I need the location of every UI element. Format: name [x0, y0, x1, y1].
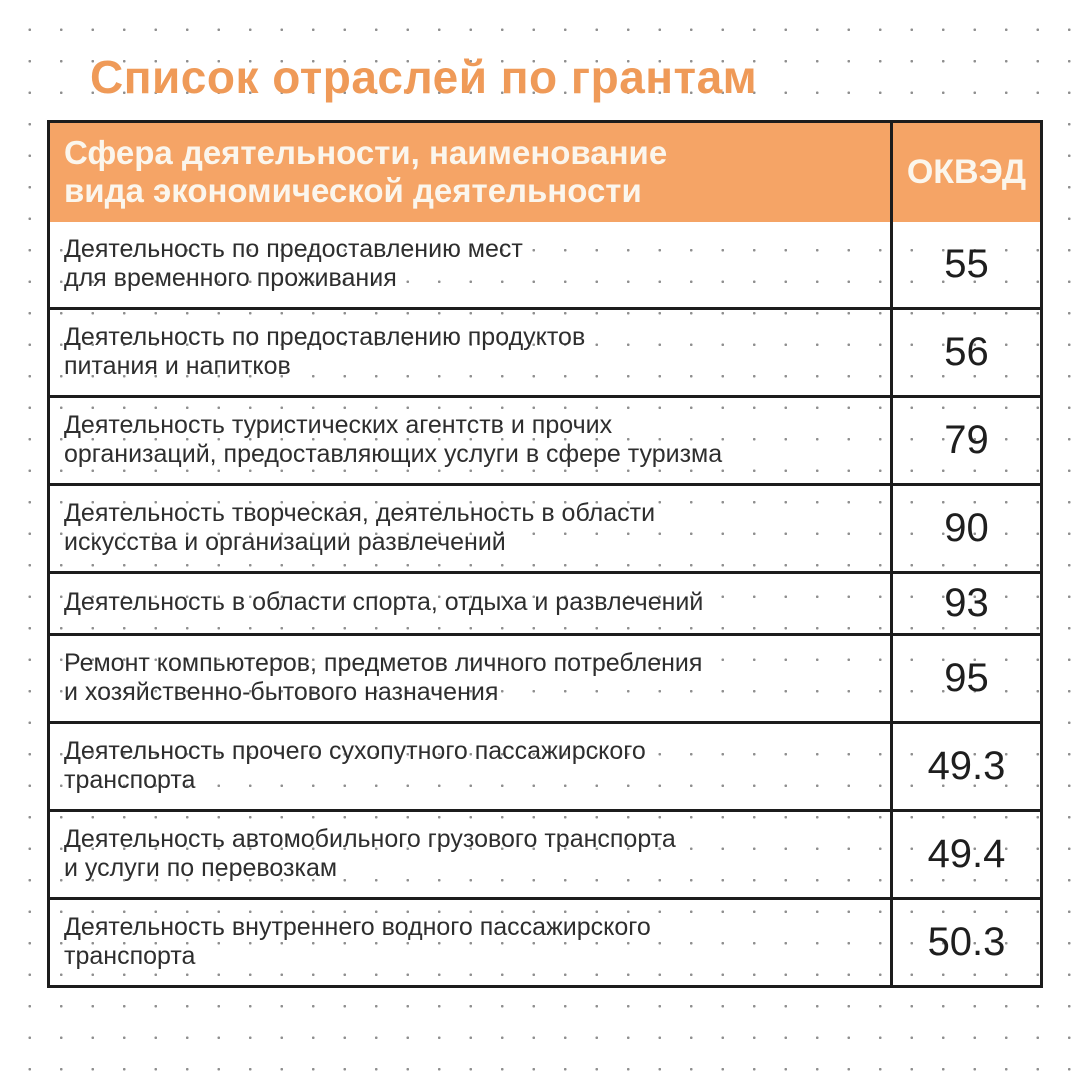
code-cell: 49.3 — [890, 723, 1040, 809]
table-row: Деятельность по предоставлению мест для … — [50, 221, 1040, 307]
code-cell: 56 — [890, 309, 1040, 395]
table-row: Деятельность туристических агентств и пр… — [50, 394, 1040, 483]
activity-cell: Деятельность творческая, деятельность в … — [64, 498, 656, 557]
grants-table: Сфера деятельности, наименование вида эк… — [47, 120, 1043, 988]
table-row: Ремонт компьютеров, предметов личного по… — [50, 632, 1040, 721]
activity-cell: Деятельность в области спорта, отдыха и … — [64, 588, 704, 617]
table-row: Деятельность творческая, деятельность в … — [50, 482, 1040, 571]
table-row: Деятельность в области спорта, отдыха и … — [50, 570, 1040, 633]
table-row: Деятельность внутреннего водного пассажи… — [50, 896, 1040, 985]
code-cell: 55 — [890, 221, 1040, 307]
activity-cell: Деятельность по предоставлению мест для … — [64, 234, 523, 293]
code-cell: 95 — [890, 635, 1040, 721]
code-cell: 93 — [890, 573, 1040, 633]
activity-cell: Деятельность туристических агентств и пр… — [64, 410, 723, 469]
code-cell: 50.3 — [890, 899, 1040, 985]
activity-cell: Деятельность прочего сухопутного пассажи… — [64, 736, 646, 795]
table-header-okved: ОКВЭД — [890, 123, 1040, 222]
table-header-row: Сфера деятельности, наименование вида эк… — [50, 123, 1040, 222]
activity-cell: Деятельность автомобильного грузового тр… — [64, 824, 676, 883]
page-title: Список отраслей по грантам — [90, 51, 758, 103]
code-cell: 90 — [890, 485, 1040, 571]
table-header-activity: Сфера деятельности, наименование вида эк… — [64, 134, 668, 210]
code-cell: 79 — [890, 397, 1040, 483]
activity-cell: Деятельность по предоставлению продуктов… — [64, 322, 586, 381]
activity-cell: Деятельность внутреннего водного пассажи… — [64, 912, 651, 971]
table-row: Деятельность по предоставлению продуктов… — [50, 306, 1040, 395]
table-row: Деятельность автомобильного грузового тр… — [50, 808, 1040, 897]
table-row: Деятельность прочего сухопутного пассажи… — [50, 720, 1040, 809]
activity-cell: Ремонт компьютеров, предметов личного по… — [64, 648, 703, 707]
code-cell: 49.4 — [890, 811, 1040, 897]
